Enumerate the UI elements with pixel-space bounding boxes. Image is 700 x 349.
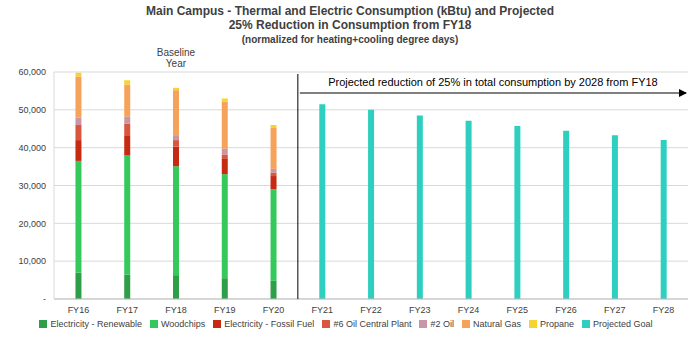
svg-text:50,000: 50,000 <box>18 105 46 115</box>
html-text:Projected reduction of 25% in: Projected reduction of 25% in total cons… <box>328 76 658 88</box>
html-text:Propane: Propane <box>540 319 574 329</box>
svg-text:FY22: FY22 <box>360 305 382 315</box>
svg-text:FY17: FY17 <box>116 305 138 315</box>
html-text:(normalized for heating+coolin: (normalized for heating+cooling degree d… <box>241 34 459 45</box>
svg-text:FY27: FY27 <box>604 305 626 315</box>
html-text:Baseline Year: Baseline Year <box>156 47 196 69</box>
svg-text:FY24: FY24 <box>458 305 480 315</box>
html-text:Projected Goal: Projected Goal <box>593 319 653 329</box>
html-text:Main Campus - Thermal and Elec: Main Campus - Thermal and Electric Consu… <box>146 4 554 32</box>
svg-text:60,000: 60,000 <box>18 67 46 77</box>
svg-text:FY25: FY25 <box>507 305 529 315</box>
html-text:#2 Oil: #2 Oil <box>430 319 454 329</box>
svg-text:10,000: 10,000 <box>18 256 46 266</box>
html-text:Electricity - Fossil Fuel: Electricity - Fossil Fuel <box>224 319 315 329</box>
html-text:Electricity - Renewable: Electricity - Renewable <box>50 319 142 329</box>
html-text:Woodchips: Woodchips <box>161 319 206 329</box>
svg-text:FY19: FY19 <box>214 305 236 315</box>
svg-text:20,000: 20,000 <box>18 219 46 229</box>
svg-text:30,000: 30,000 <box>18 181 46 191</box>
html-text:Natural Gas: Natural Gas <box>472 319 521 329</box>
svg-text:FY28: FY28 <box>653 305 675 315</box>
svg-text:FY23: FY23 <box>409 305 431 315</box>
html-text:#6 Oil Central Plant: #6 Oil Central Plant <box>333 319 412 329</box>
svg-text:40,000: 40,000 <box>18 143 46 153</box>
svg-text:FY26: FY26 <box>555 305 577 315</box>
svg-text:FY16: FY16 <box>68 305 90 315</box>
svg-text:FY18: FY18 <box>165 305 187 315</box>
svg-text:FY21: FY21 <box>311 305 333 315</box>
svg-text:FY20: FY20 <box>263 305 285 315</box>
svg-text:-: - <box>43 294 46 304</box>
